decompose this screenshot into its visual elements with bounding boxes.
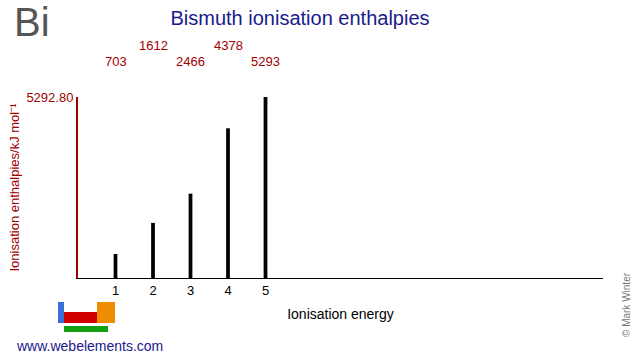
svg-text:2466: 2466 — [176, 54, 205, 69]
svg-text:2: 2 — [149, 283, 156, 298]
svg-text:5293: 5293 — [251, 54, 280, 69]
svg-text:5292.80: 5292.80 — [26, 90, 73, 105]
svg-text:Bi: Bi — [14, 0, 50, 44]
svg-text:Ionisation enthalpies/kJ mol⁻¹: Ionisation enthalpies/kJ mol⁻¹ — [7, 103, 22, 272]
svg-text:4378: 4378 — [214, 38, 243, 53]
svg-text:Bismuth ionisation enthalpies: Bismuth ionisation enthalpies — [170, 7, 429, 29]
svg-text:703: 703 — [105, 54, 127, 69]
svg-text:Ionisation energy: Ionisation energy — [287, 306, 394, 322]
svg-text:1612: 1612 — [139, 38, 168, 53]
svg-text:5: 5 — [262, 283, 269, 298]
svg-text:4: 4 — [224, 283, 231, 298]
svg-text:1: 1 — [112, 283, 119, 298]
svg-text:© Mark Winter: © Mark Winter — [621, 272, 632, 337]
svg-text:3: 3 — [187, 283, 194, 298]
svg-text:www.webelements.com: www.webelements.com — [16, 338, 163, 354]
